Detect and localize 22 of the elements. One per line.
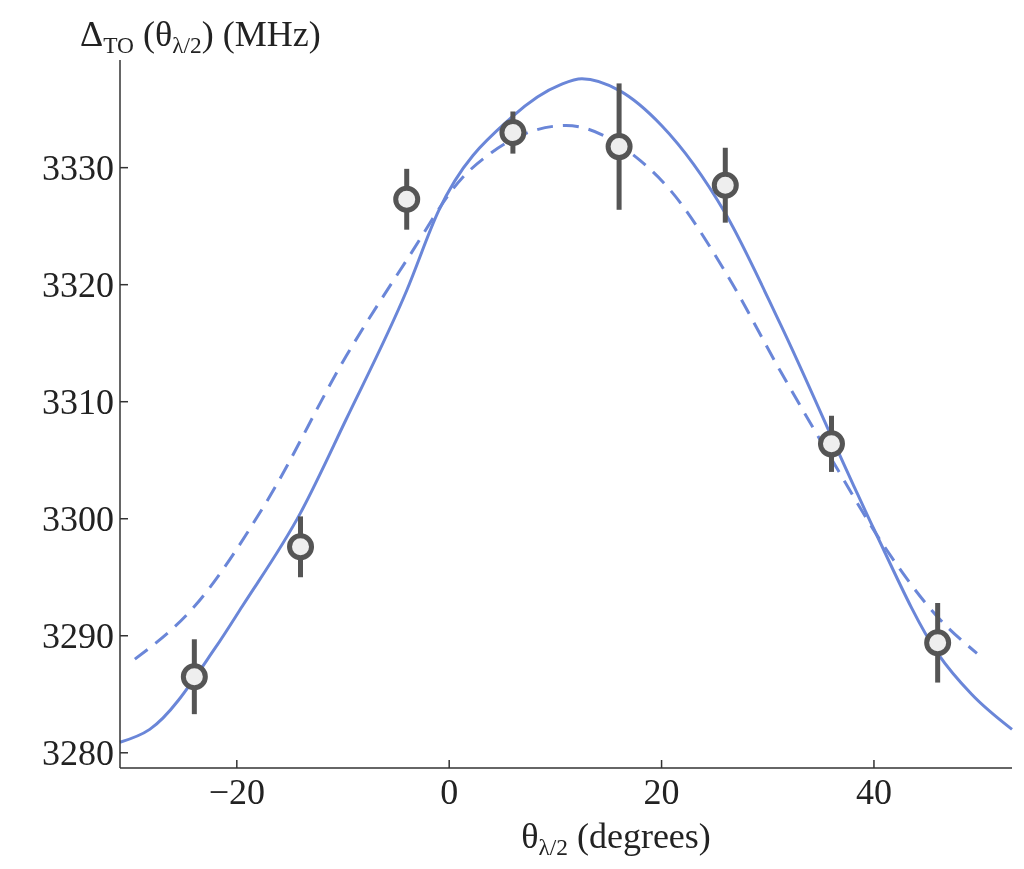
x-axis-title: θ$_{λ/2}$ (degrees)	[521, 816, 711, 860]
y-tick-label: 3280	[42, 733, 114, 774]
x-tick-label: 20	[643, 772, 680, 812]
point	[711, 171, 739, 199]
y-tick-label: 3300	[42, 499, 114, 540]
x-tick-label: −20	[208, 772, 265, 812]
point	[499, 119, 527, 147]
point	[180, 663, 208, 691]
y-tick-label: 3320	[42, 265, 114, 306]
x-tick-label: 0	[440, 772, 459, 812]
x-tick-label: 40	[855, 772, 892, 812]
y-axis-title: Δ$_{TO}$ (θ$_{λ/2}$) (MHz)	[80, 14, 321, 58]
point	[924, 629, 952, 657]
point	[605, 133, 633, 161]
y-tick-label: 3330	[42, 148, 114, 189]
line-series	[133, 124, 979, 661]
y-tick-label: 3290	[42, 616, 114, 657]
point	[287, 533, 315, 561]
point	[393, 185, 421, 213]
line-series	[118, 77, 1014, 744]
y-tick-label: 3310	[42, 382, 114, 423]
point	[817, 430, 845, 458]
